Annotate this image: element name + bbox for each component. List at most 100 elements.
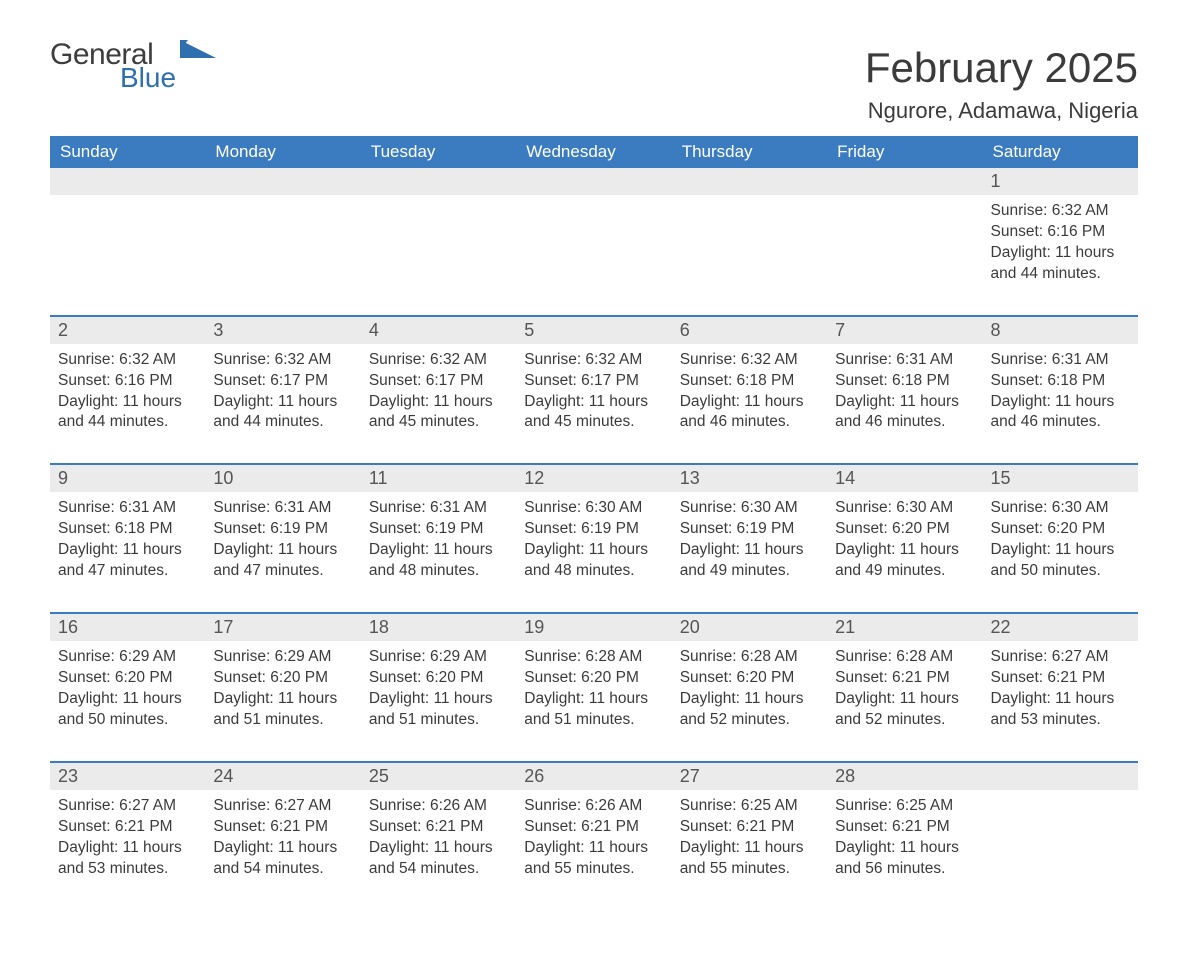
month-year-title: February 2025	[865, 44, 1138, 92]
day-data-cell: Sunrise: 6:26 AMSunset: 6:21 PMDaylight:…	[516, 790, 671, 910]
day-data-cell: Sunrise: 6:29 AMSunset: 6:20 PMDaylight:…	[361, 641, 516, 762]
daylight-text: Daylight: 11 hours and 51 minutes.	[369, 689, 508, 731]
brand-logo: General Blue	[50, 40, 216, 92]
daylight-text: Daylight: 11 hours and 49 minutes.	[835, 540, 974, 582]
day-number-cell: 9	[50, 465, 205, 492]
day-number-cell	[361, 168, 516, 195]
day-number-cell: 5	[516, 317, 671, 344]
daylight-text: Daylight: 11 hours and 45 minutes.	[524, 392, 663, 434]
location-label: Ngurore, Adamawa, Nigeria	[50, 98, 1138, 124]
day-number-cell: 2	[50, 317, 205, 344]
day-data-row: Sunrise: 6:27 AMSunset: 6:21 PMDaylight:…	[50, 790, 1138, 910]
daylight-text: Daylight: 11 hours and 49 minutes.	[680, 540, 819, 582]
sunrise-text: Sunrise: 6:26 AM	[524, 796, 663, 817]
sunset-text: Sunset: 6:18 PM	[58, 519, 197, 540]
sunrise-text: Sunrise: 6:30 AM	[524, 498, 663, 519]
sunrise-text: Sunrise: 6:29 AM	[369, 647, 508, 668]
sunrise-text: Sunrise: 6:32 AM	[369, 350, 508, 371]
sunset-text: Sunset: 6:17 PM	[369, 371, 508, 392]
sunset-text: Sunset: 6:18 PM	[991, 371, 1130, 392]
weekday-header-row: Sunday Monday Tuesday Wednesday Thursday…	[50, 136, 1138, 168]
day-number-cell: 18	[361, 614, 516, 641]
sunrise-text: Sunrise: 6:30 AM	[835, 498, 974, 519]
sunset-text: Sunset: 6:16 PM	[58, 371, 197, 392]
day-number-cell: 20	[672, 614, 827, 641]
sunset-text: Sunset: 6:21 PM	[835, 817, 974, 838]
sunrise-text: Sunrise: 6:32 AM	[991, 201, 1130, 222]
day-data-cell	[983, 790, 1138, 910]
daylight-text: Daylight: 11 hours and 53 minutes.	[991, 689, 1130, 731]
day-data-row: Sunrise: 6:29 AMSunset: 6:20 PMDaylight:…	[50, 641, 1138, 762]
day-number-cell: 27	[672, 763, 827, 790]
flag-icon	[180, 40, 216, 69]
day-number-cell: 12	[516, 465, 671, 492]
day-number-cell: 26	[516, 763, 671, 790]
day-number-cell: 23	[50, 763, 205, 790]
day-number-cell: 28	[827, 763, 982, 790]
sunset-text: Sunset: 6:21 PM	[991, 668, 1130, 689]
day-data-cell: Sunrise: 6:31 AMSunset: 6:19 PMDaylight:…	[205, 492, 360, 613]
sunrise-text: Sunrise: 6:31 AM	[991, 350, 1130, 371]
sunrise-text: Sunrise: 6:31 AM	[213, 498, 352, 519]
sunrise-text: Sunrise: 6:26 AM	[369, 796, 508, 817]
sunset-text: Sunset: 6:20 PM	[369, 668, 508, 689]
sunrise-text: Sunrise: 6:32 AM	[213, 350, 352, 371]
daylight-text: Daylight: 11 hours and 46 minutes.	[835, 392, 974, 434]
day-number-cell	[516, 168, 671, 195]
daylight-text: Daylight: 11 hours and 52 minutes.	[680, 689, 819, 731]
day-number-row: 16171819202122	[50, 614, 1138, 641]
sunrise-text: Sunrise: 6:28 AM	[680, 647, 819, 668]
day-number-cell	[672, 168, 827, 195]
day-number-row: 1	[50, 168, 1138, 195]
day-data-cell: Sunrise: 6:32 AMSunset: 6:17 PMDaylight:…	[205, 344, 360, 465]
sunset-text: Sunset: 6:20 PM	[524, 668, 663, 689]
day-data-cell: Sunrise: 6:32 AMSunset: 6:16 PMDaylight:…	[50, 344, 205, 465]
header-row: General Blue February 2025	[50, 40, 1138, 92]
day-data-cell: Sunrise: 6:30 AMSunset: 6:20 PMDaylight:…	[983, 492, 1138, 613]
day-data-cell: Sunrise: 6:27 AMSunset: 6:21 PMDaylight:…	[983, 641, 1138, 762]
daylight-text: Daylight: 11 hours and 53 minutes.	[58, 838, 197, 880]
daylight-text: Daylight: 11 hours and 45 minutes.	[369, 392, 508, 434]
day-data-cell: Sunrise: 6:25 AMSunset: 6:21 PMDaylight:…	[672, 790, 827, 910]
daylight-text: Daylight: 11 hours and 44 minutes.	[991, 243, 1130, 285]
day-data-cell: Sunrise: 6:29 AMSunset: 6:20 PMDaylight:…	[50, 641, 205, 762]
weekday-header: Tuesday	[361, 136, 516, 168]
sunrise-text: Sunrise: 6:31 AM	[369, 498, 508, 519]
sunset-text: Sunset: 6:16 PM	[991, 222, 1130, 243]
sunrise-text: Sunrise: 6:31 AM	[58, 498, 197, 519]
day-number-cell	[983, 763, 1138, 790]
sunset-text: Sunset: 6:20 PM	[680, 668, 819, 689]
day-data-cell: Sunrise: 6:25 AMSunset: 6:21 PMDaylight:…	[827, 790, 982, 910]
weekday-header: Monday	[205, 136, 360, 168]
sunset-text: Sunset: 6:21 PM	[524, 817, 663, 838]
day-number-cell	[205, 168, 360, 195]
sunset-text: Sunset: 6:19 PM	[680, 519, 819, 540]
daylight-text: Daylight: 11 hours and 46 minutes.	[991, 392, 1130, 434]
daylight-text: Daylight: 11 hours and 51 minutes.	[524, 689, 663, 731]
day-data-cell: Sunrise: 6:31 AMSunset: 6:18 PMDaylight:…	[50, 492, 205, 613]
day-data-cell: Sunrise: 6:29 AMSunset: 6:20 PMDaylight:…	[205, 641, 360, 762]
day-data-cell: Sunrise: 6:31 AMSunset: 6:18 PMDaylight:…	[827, 344, 982, 465]
weekday-header: Friday	[827, 136, 982, 168]
sunset-text: Sunset: 6:18 PM	[835, 371, 974, 392]
day-data-cell: Sunrise: 6:32 AMSunset: 6:16 PMDaylight:…	[983, 195, 1138, 316]
daylight-text: Daylight: 11 hours and 47 minutes.	[213, 540, 352, 582]
day-number-cell: 6	[672, 317, 827, 344]
day-number-cell: 17	[205, 614, 360, 641]
daylight-text: Daylight: 11 hours and 54 minutes.	[369, 838, 508, 880]
day-number-cell: 24	[205, 763, 360, 790]
day-number-cell: 10	[205, 465, 360, 492]
daylight-text: Daylight: 11 hours and 47 minutes.	[58, 540, 197, 582]
day-data-row: Sunrise: 6:32 AMSunset: 6:16 PMDaylight:…	[50, 195, 1138, 316]
day-number-cell: 13	[672, 465, 827, 492]
day-number-cell: 14	[827, 465, 982, 492]
sunset-text: Sunset: 6:21 PM	[58, 817, 197, 838]
weekday-header: Thursday	[672, 136, 827, 168]
sunrise-text: Sunrise: 6:30 AM	[991, 498, 1130, 519]
sunrise-text: Sunrise: 6:32 AM	[58, 350, 197, 371]
daylight-text: Daylight: 11 hours and 55 minutes.	[680, 838, 819, 880]
day-number-cell: 7	[827, 317, 982, 344]
day-data-cell: Sunrise: 6:31 AMSunset: 6:19 PMDaylight:…	[361, 492, 516, 613]
sunrise-text: Sunrise: 6:28 AM	[835, 647, 974, 668]
day-data-cell: Sunrise: 6:27 AMSunset: 6:21 PMDaylight:…	[205, 790, 360, 910]
